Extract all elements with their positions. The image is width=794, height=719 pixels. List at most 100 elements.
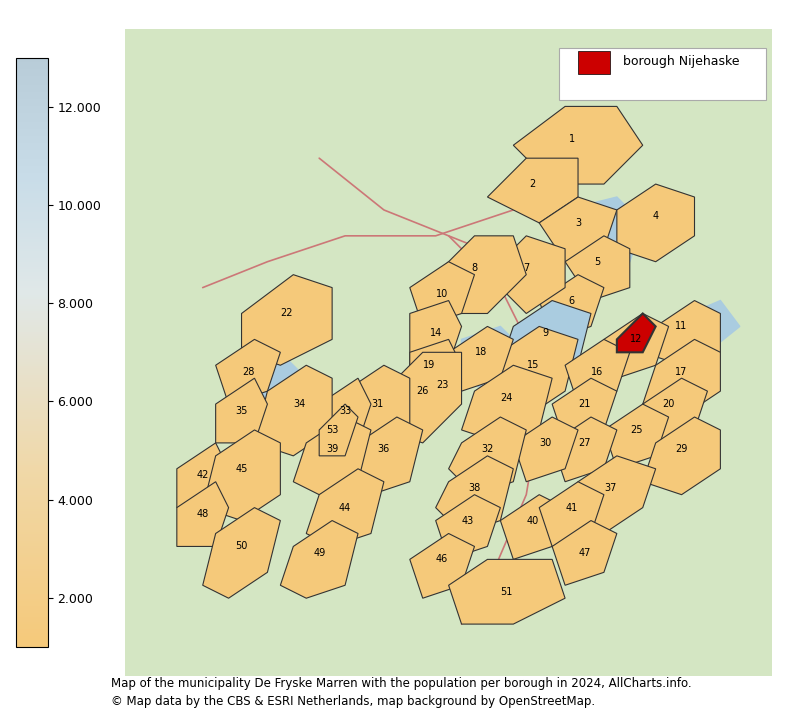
Text: 32: 32 — [481, 444, 494, 454]
Text: 44: 44 — [339, 503, 351, 513]
Text: 45: 45 — [235, 464, 248, 474]
Polygon shape — [306, 469, 384, 546]
Text: 8: 8 — [472, 263, 477, 273]
Polygon shape — [319, 404, 358, 456]
Polygon shape — [552, 197, 642, 275]
Bar — [578, 52, 611, 74]
Text: 42: 42 — [197, 470, 209, 480]
Text: 2: 2 — [530, 179, 536, 189]
Polygon shape — [177, 482, 229, 546]
Text: 16: 16 — [592, 367, 603, 377]
Text: 37: 37 — [604, 483, 617, 493]
Polygon shape — [345, 365, 410, 456]
Polygon shape — [461, 365, 552, 443]
Polygon shape — [449, 417, 526, 495]
Polygon shape — [642, 339, 720, 417]
Polygon shape — [410, 262, 475, 326]
Polygon shape — [642, 417, 720, 495]
Text: 36: 36 — [378, 444, 390, 454]
Polygon shape — [436, 236, 526, 313]
Polygon shape — [604, 313, 669, 378]
Polygon shape — [488, 326, 578, 417]
Text: 31: 31 — [372, 399, 384, 409]
Text: 50: 50 — [235, 541, 248, 551]
Text: 40: 40 — [526, 516, 539, 526]
Text: 22: 22 — [280, 308, 293, 319]
Text: 43: 43 — [462, 516, 474, 526]
Text: 21: 21 — [578, 399, 591, 409]
Polygon shape — [565, 456, 656, 533]
Text: 46: 46 — [436, 554, 449, 564]
Polygon shape — [422, 365, 461, 404]
Text: 39: 39 — [326, 444, 338, 454]
Text: 49: 49 — [313, 548, 326, 558]
Text: 12: 12 — [630, 334, 642, 344]
Text: 11: 11 — [676, 321, 688, 331]
Polygon shape — [202, 508, 280, 598]
Text: 35: 35 — [235, 406, 248, 416]
Polygon shape — [539, 482, 604, 546]
Text: 30: 30 — [540, 438, 552, 448]
Text: 34: 34 — [294, 399, 306, 409]
Polygon shape — [513, 106, 642, 184]
Polygon shape — [177, 443, 229, 508]
Text: 7: 7 — [523, 263, 530, 273]
Text: 17: 17 — [676, 367, 688, 377]
Text: Map of the municipality De Fryske Marren with the population per borough in 2024: Map of the municipality De Fryske Marren… — [111, 677, 692, 708]
Text: 1: 1 — [569, 134, 575, 144]
Polygon shape — [513, 417, 578, 482]
Text: 24: 24 — [501, 393, 513, 403]
Text: 23: 23 — [436, 380, 449, 390]
Polygon shape — [552, 378, 617, 443]
Text: borough Nijehaske: borough Nijehaske — [623, 55, 740, 68]
Text: 28: 28 — [242, 367, 254, 377]
Polygon shape — [319, 378, 371, 443]
Polygon shape — [617, 313, 656, 352]
Text: 27: 27 — [578, 438, 591, 448]
Text: 47: 47 — [578, 548, 591, 558]
Text: 3: 3 — [575, 218, 581, 228]
Text: 15: 15 — [526, 360, 539, 370]
Polygon shape — [345, 417, 422, 495]
Polygon shape — [500, 495, 565, 559]
Text: 20: 20 — [662, 399, 675, 409]
Polygon shape — [293, 417, 371, 495]
Polygon shape — [410, 339, 461, 391]
Polygon shape — [202, 430, 280, 521]
Text: 26: 26 — [417, 386, 429, 396]
Text: 19: 19 — [423, 360, 435, 370]
Polygon shape — [410, 533, 475, 598]
Polygon shape — [500, 301, 591, 378]
Polygon shape — [488, 158, 578, 223]
Polygon shape — [229, 352, 306, 430]
Text: 53: 53 — [326, 425, 338, 435]
Polygon shape — [280, 521, 358, 598]
Text: 4: 4 — [653, 211, 659, 221]
Text: 18: 18 — [475, 347, 487, 357]
Text: 38: 38 — [468, 483, 480, 493]
Bar — [559, 48, 765, 100]
Polygon shape — [617, 184, 695, 262]
Polygon shape — [565, 339, 630, 404]
Polygon shape — [642, 301, 720, 365]
Polygon shape — [461, 326, 526, 391]
Polygon shape — [539, 275, 604, 339]
Text: 6: 6 — [569, 296, 575, 306]
Polygon shape — [552, 417, 617, 482]
Text: 25: 25 — [630, 425, 642, 435]
Polygon shape — [565, 236, 630, 301]
Text: 5: 5 — [595, 257, 600, 267]
Polygon shape — [630, 378, 707, 443]
Polygon shape — [436, 456, 513, 533]
Polygon shape — [675, 301, 740, 352]
Text: 33: 33 — [339, 406, 351, 416]
Polygon shape — [449, 559, 565, 624]
Text: 29: 29 — [676, 444, 688, 454]
Text: 48: 48 — [197, 509, 209, 519]
Polygon shape — [539, 197, 617, 262]
Polygon shape — [216, 378, 268, 443]
Polygon shape — [552, 521, 617, 585]
Text: 9: 9 — [542, 328, 549, 338]
Text: 51: 51 — [501, 587, 513, 597]
Polygon shape — [384, 352, 461, 443]
